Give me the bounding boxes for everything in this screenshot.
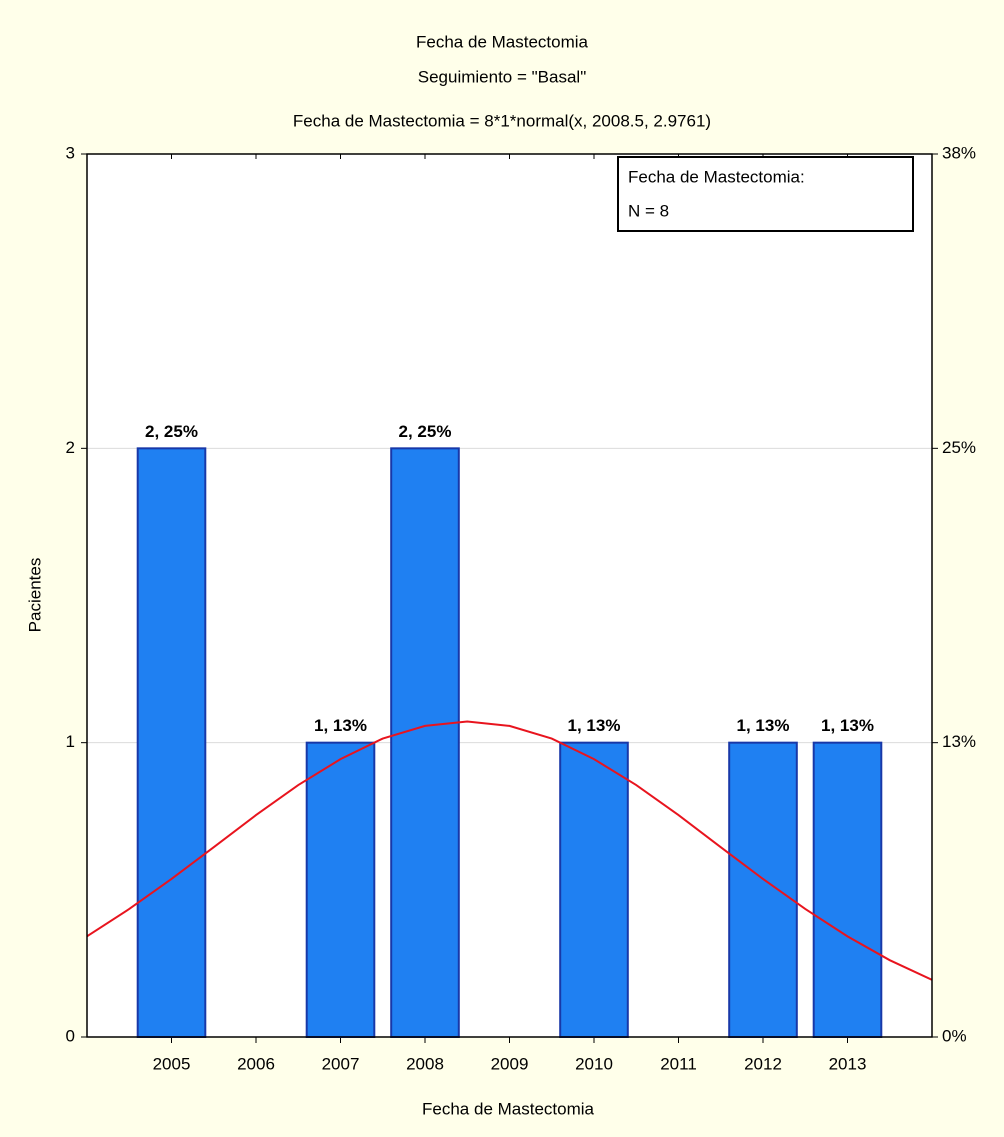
x-tick-label: 2013 <box>829 1054 867 1073</box>
value-label: 1, 13% <box>737 716 790 735</box>
x-tick-label: 2010 <box>575 1054 613 1073</box>
x-tick-label: 2011 <box>660 1054 697 1073</box>
y-tick-label: 1 <box>66 732 75 751</box>
plot-frame <box>86 153 933 1038</box>
plot-area <box>87 154 932 1037</box>
bar <box>812 741 883 1039</box>
y2-tick-label: 13% <box>942 732 976 751</box>
bar <box>559 741 629 1039</box>
y-tick-label: 2 <box>66 438 75 457</box>
fit-curve <box>87 720 932 981</box>
x-tick-label: 2005 <box>153 1054 191 1073</box>
x-tick-label: 2012 <box>744 1054 782 1073</box>
bar <box>390 447 460 1039</box>
bar <box>305 741 376 1039</box>
value-label: 1, 13% <box>568 716 621 735</box>
x-tick-label: 2008 <box>406 1054 444 1073</box>
formula: Fecha de Mastectomia = 8*1*normal(x, 200… <box>293 111 711 130</box>
x-axis-label: Fecha de Mastectomia <box>422 1099 595 1118</box>
x-tick-label: 2009 <box>491 1054 529 1073</box>
y2-tick-label: 25% <box>942 438 976 457</box>
stats-text: Fecha de Mastectomia: <box>628 167 805 186</box>
value-label: 1, 13% <box>821 716 874 735</box>
y-tick-label: 0 <box>66 1026 75 1045</box>
bar <box>136 447 207 1039</box>
x-tick-label: 2006 <box>237 1054 275 1073</box>
stats-text: N = 8 <box>628 201 669 220</box>
stats-box <box>617 156 914 232</box>
value-label: 2, 25% <box>399 422 452 441</box>
chart-title: Fecha de Mastectomia <box>416 32 589 51</box>
y2-tick-label: 38% <box>942 143 976 162</box>
value-label: 2, 25% <box>145 422 198 441</box>
chart-subtitle: Seguimiento = "Basal" <box>418 67 586 86</box>
bar <box>728 741 798 1039</box>
x-tick-label: 2007 <box>322 1054 360 1073</box>
y-tick-label: 3 <box>66 143 75 162</box>
value-label: 1, 13% <box>314 716 367 735</box>
y2-tick-label: 0% <box>942 1026 967 1045</box>
y-axis-label: Pacientes <box>25 558 44 633</box>
